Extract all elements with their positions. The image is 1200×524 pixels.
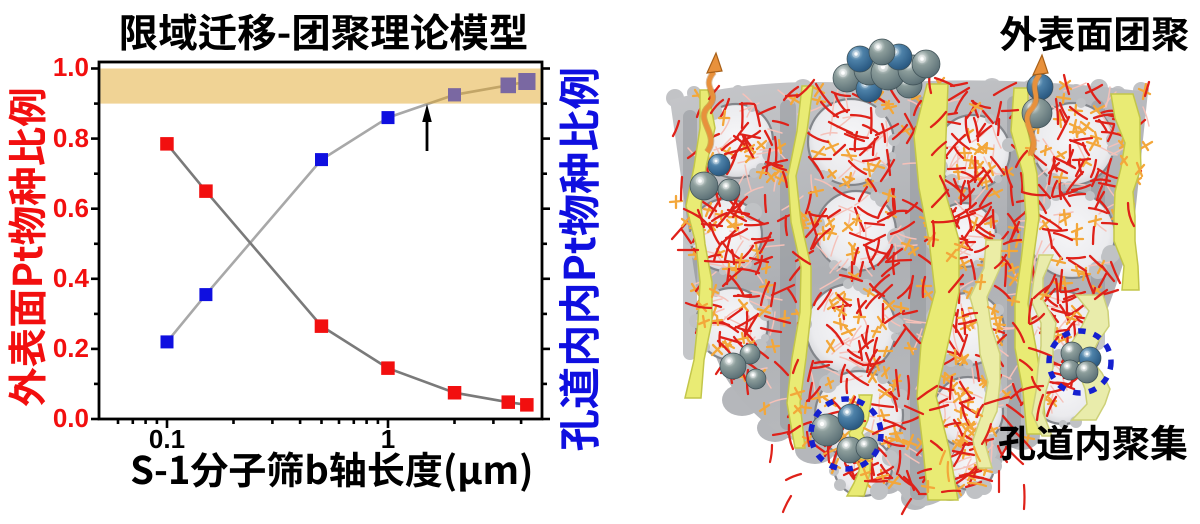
svg-text:0.4: 0.4 bbox=[53, 263, 90, 293]
svg-text:0.2: 0.2 bbox=[53, 333, 89, 363]
svg-text:0.6: 0.6 bbox=[53, 193, 89, 223]
svg-text:0.8: 0.8 bbox=[53, 123, 89, 153]
svg-text:0.0: 0.0 bbox=[53, 403, 89, 433]
svg-text:1.0: 1.0 bbox=[53, 52, 89, 82]
svg-text:0.1: 0.1 bbox=[149, 424, 185, 454]
svg-text:1: 1 bbox=[381, 424, 395, 454]
